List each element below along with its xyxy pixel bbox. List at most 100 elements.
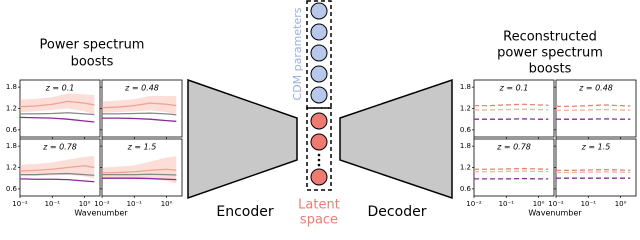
- latent-box: [306, 107, 332, 191]
- curve: [101, 102, 177, 109]
- panel-label: z = 0.78: [496, 143, 531, 152]
- encoder-shape: [187, 78, 298, 200]
- panel-frame: [555, 138, 637, 197]
- y-tick-label: 1.8: [6, 83, 17, 91]
- x-tick-label: 10⁻¹: [127, 200, 143, 208]
- y-tick-label: 1.2: [6, 105, 17, 113]
- panel: z = 1.5 10⁻² 10⁻¹ 10⁰: [94, 138, 183, 208]
- curve: [556, 108, 631, 111]
- curve: [101, 168, 177, 174]
- panel-label: z = 0.1: [499, 84, 529, 93]
- node: [310, 86, 328, 104]
- node: [310, 44, 328, 62]
- x-tick-label: 10⁻²: [12, 200, 28, 208]
- x-tick-label: 10⁻²: [466, 200, 482, 208]
- curve: [474, 167, 549, 170]
- ellipsis: [317, 153, 321, 167]
- panel-frame: [19, 138, 101, 197]
- panel-label: z = 0.78: [42, 143, 77, 152]
- x-tick-label: 10⁰: [79, 200, 91, 208]
- curve: [102, 117, 177, 122]
- dot: [317, 153, 321, 157]
- x-axis-label: Wavenumber: [74, 209, 128, 218]
- right-title: Reconstructed: [503, 30, 597, 45]
- left-title: Power spectrum: [40, 38, 145, 53]
- right-title: boosts: [529, 62, 572, 77]
- panel: z = 0.48: [554, 79, 637, 139]
- panel-frame: [19, 79, 101, 138]
- decoder-shape: [339, 78, 453, 200]
- latent-space-label: Latent: [298, 198, 340, 213]
- figure: Power spectrum boosts Reconstructed powe…: [6, 0, 637, 228]
- curve: [19, 100, 95, 108]
- y-tick-label: 0.6: [460, 185, 472, 193]
- x-tick-label: 10⁻²: [94, 200, 110, 208]
- node: [310, 23, 328, 41]
- y-tick-label: 1.8: [6, 142, 17, 150]
- panel-label: z = 1.5: [127, 143, 157, 152]
- y-tick-label: 0.6: [6, 185, 18, 193]
- y-tick-label: 1.8: [460, 83, 471, 91]
- x-tick-label: 10⁻¹: [581, 200, 597, 208]
- dot: [317, 163, 321, 167]
- y-tick-label: 1.8: [460, 142, 471, 150]
- node: [310, 112, 328, 130]
- curve: [102, 173, 177, 176]
- curve: [474, 108, 549, 111]
- panel: z = 1.5 10⁻² 10⁻¹ 10⁰: [548, 138, 637, 208]
- y-tick-label: 1.2: [6, 164, 17, 172]
- decoder-label: Decoder: [368, 204, 427, 220]
- curve: [20, 172, 95, 176]
- node: [310, 65, 328, 83]
- panel-frame: [473, 79, 555, 138]
- curve: [556, 168, 631, 171]
- panel-label: z = 1.5: [581, 143, 611, 152]
- y-tick-label: 1.2: [460, 164, 471, 172]
- panel: z = 0.48: [100, 79, 183, 139]
- x-tick-label: 10⁻²: [548, 200, 564, 208]
- node: [310, 168, 328, 186]
- y-tick-label: 0.6: [6, 126, 18, 134]
- curve: [20, 112, 95, 116]
- curve: [556, 171, 631, 174]
- panel-frame: [555, 79, 637, 138]
- left-title: boosts: [71, 55, 114, 70]
- node: [310, 2, 328, 20]
- encoder-label: Encoder: [216, 204, 273, 220]
- parameter-nodes: [310, 2, 328, 186]
- panel: z = 0.1 0.6 1.2 1.8: [6, 79, 101, 139]
- x-tick-label: 10⁰: [533, 200, 545, 208]
- panel-label: z = 0.1: [45, 84, 75, 93]
- curve: [19, 116, 95, 123]
- uncertainty-band: [20, 156, 95, 179]
- x-tick-label: 10⁰: [615, 200, 627, 208]
- curve: [19, 165, 95, 172]
- x-tick-label: 10⁻¹: [45, 200, 61, 208]
- y-tick-label: 1.2: [460, 105, 471, 113]
- curve: [102, 112, 177, 116]
- panel-frame: [101, 138, 183, 197]
- panel: z = 0.1 0.6 1.2 1.8: [460, 79, 555, 139]
- node: [310, 133, 328, 151]
- panel-frame: [101, 79, 183, 138]
- curve: [556, 104, 631, 108]
- x-axis-label: Wavenumber: [528, 209, 582, 218]
- y-tick-label: 0.6: [460, 126, 472, 134]
- curve: [474, 103, 549, 107]
- cdm-parameters-label: CDM parameters: [291, 7, 304, 100]
- dot: [317, 158, 321, 162]
- curve: [474, 170, 549, 173]
- parameter-box: [306, 0, 332, 109]
- panel-frame: [473, 138, 555, 197]
- panel-label: z = 0.48: [124, 84, 159, 93]
- right-title: power spectrum: [497, 46, 603, 61]
- curve: [19, 178, 95, 183]
- panel-label: z = 0.48: [578, 84, 613, 93]
- curve: [102, 177, 177, 181]
- x-tick-label: 10⁻¹: [499, 200, 515, 208]
- uncertainty-band: [102, 156, 177, 184]
- x-tick-label: 10⁰: [161, 200, 173, 208]
- panel: z = 0.78 0.6 1.2 1.8 10⁻² 10⁻¹ 10⁰: [460, 138, 555, 208]
- panel: z = 0.78 0.6 1.2 1.8 10⁻² 10⁻¹ 10⁰: [6, 138, 101, 208]
- latent-space-label: space: [300, 213, 338, 228]
